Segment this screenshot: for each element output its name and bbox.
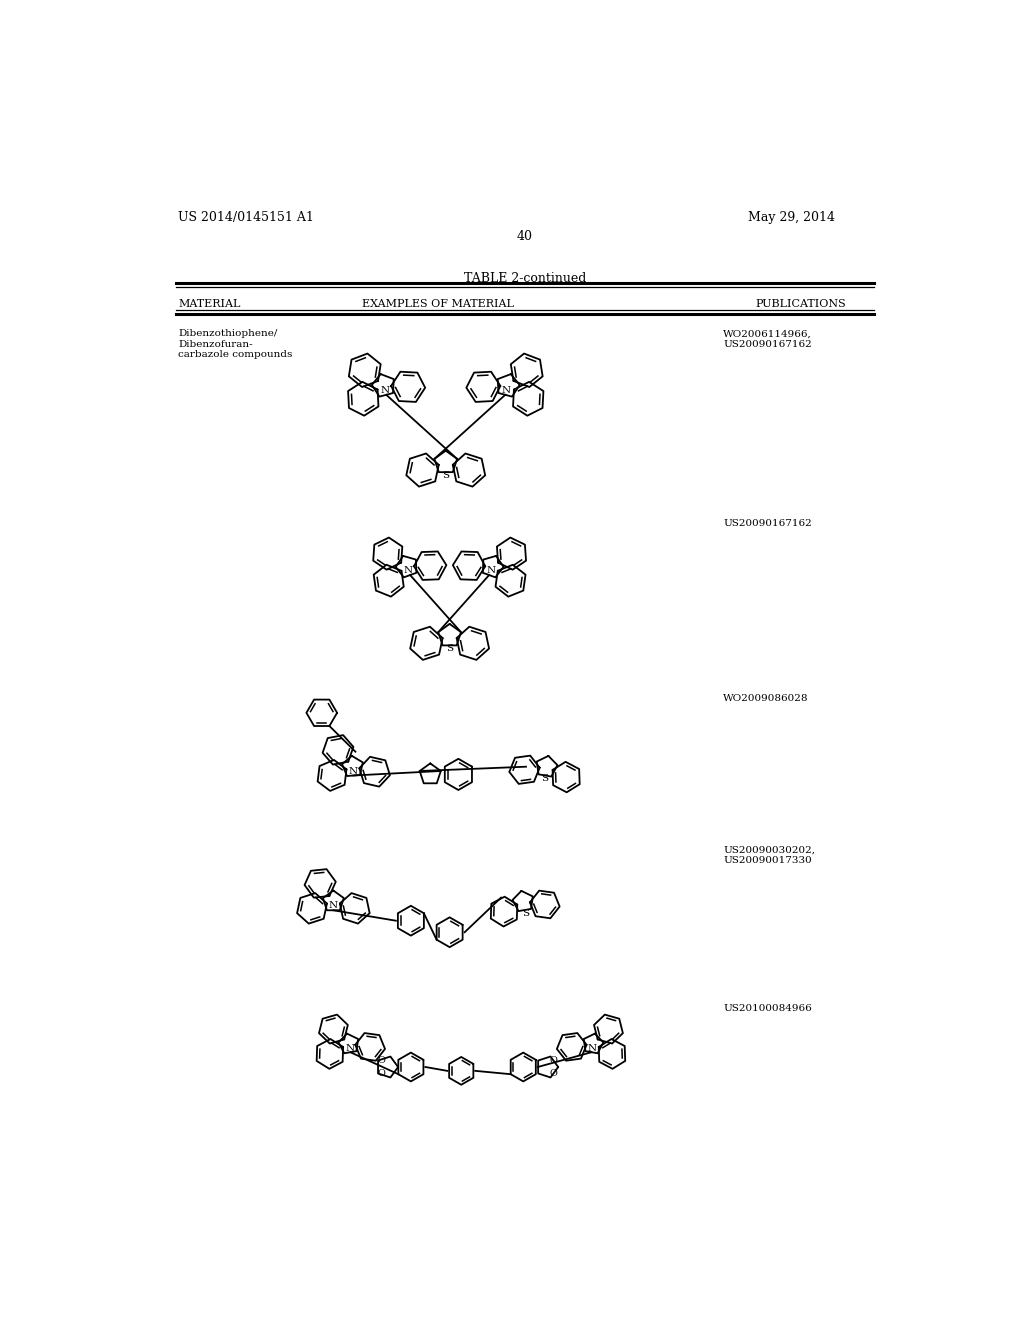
Text: N: N: [329, 902, 338, 911]
Text: TABLE 2-continued: TABLE 2-continued: [464, 272, 586, 285]
Text: US20090167162: US20090167162: [723, 519, 812, 528]
Text: May 29, 2014: May 29, 2014: [748, 211, 835, 224]
Text: N: N: [588, 1044, 597, 1052]
Text: WO2009086028: WO2009086028: [723, 693, 809, 702]
Text: US20100084966: US20100084966: [723, 1003, 812, 1012]
Text: US 2014/0145151 A1: US 2014/0145151 A1: [178, 211, 314, 224]
Text: N: N: [486, 566, 496, 576]
Text: EXAMPLES OF MATERIAL: EXAMPLES OF MATERIAL: [362, 300, 514, 309]
Text: PUBLICATIONS: PUBLICATIONS: [756, 300, 847, 309]
Text: O: O: [549, 1069, 557, 1078]
Text: Dibenzothiophene/
Dibenzofuran-
carbazole compounds: Dibenzothiophene/ Dibenzofuran- carbazol…: [178, 330, 293, 359]
Text: N: N: [345, 1044, 354, 1052]
Text: S: S: [522, 909, 529, 917]
Text: O: O: [377, 1056, 385, 1065]
Text: S: S: [541, 775, 548, 784]
Text: N: N: [381, 385, 389, 395]
Text: N: N: [348, 767, 357, 776]
Text: US20090030202,
US20090017330: US20090030202, US20090017330: [723, 846, 815, 866]
Text: 40: 40: [517, 230, 532, 243]
Text: WO2006114966,
US20090167162: WO2006114966, US20090167162: [723, 330, 812, 348]
Text: O: O: [549, 1056, 557, 1065]
Text: N: N: [404, 566, 413, 576]
Text: S: S: [446, 644, 454, 653]
Text: N: N: [502, 385, 511, 395]
Text: MATERIAL: MATERIAL: [178, 300, 241, 309]
Text: O: O: [377, 1069, 385, 1078]
Text: S: S: [442, 470, 450, 479]
